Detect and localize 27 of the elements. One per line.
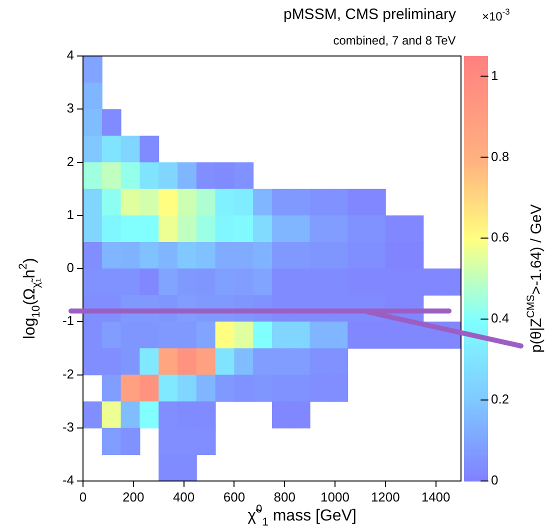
x-tick-label: 1000 bbox=[320, 489, 350, 504]
chart-subtitle: combined, 7 and 8 TeV bbox=[333, 33, 456, 48]
y-tick-label: -3 bbox=[62, 419, 74, 434]
y-tick-label: 4 bbox=[66, 48, 74, 63]
color-bar-label: 1 bbox=[491, 68, 498, 83]
x-tick-label: 0 bbox=[79, 489, 87, 504]
x-tick-label: 1400 bbox=[421, 489, 450, 504]
y-tick-label: -4 bbox=[62, 472, 74, 488]
x-tick-label: 200 bbox=[122, 489, 144, 504]
color-bar-label: 0.8 bbox=[491, 148, 510, 164]
y-tick-label: -1 bbox=[62, 313, 74, 328]
x-tick-label: 1200 bbox=[370, 489, 400, 504]
color-bar-label: 0.6 bbox=[491, 230, 510, 245]
y-axis-title: log10(Ωχ̃₁h2) bbox=[18, 258, 42, 340]
y-tick-label: 2 bbox=[66, 154, 74, 169]
color-bar-label: 0.4 bbox=[491, 310, 510, 326]
y-tick-label: -2 bbox=[62, 366, 74, 382]
x-tick-label: 400 bbox=[172, 489, 195, 504]
color-bar-title: p(θ|ZCMS>-1.64) / GeV bbox=[524, 204, 546, 353]
y-tick-label: 3 bbox=[66, 100, 74, 116]
x-tick-label: 800 bbox=[274, 489, 296, 504]
y-tick-label: 0 bbox=[66, 260, 74, 276]
color-bar-label: 0 bbox=[491, 472, 498, 488]
color-bar-label: 0.2 bbox=[491, 392, 510, 407]
x-tick-label: 600 bbox=[223, 489, 246, 504]
chart-title: pMSSM, CMS preliminary bbox=[283, 6, 456, 24]
y-tick-label: 1 bbox=[66, 206, 74, 222]
